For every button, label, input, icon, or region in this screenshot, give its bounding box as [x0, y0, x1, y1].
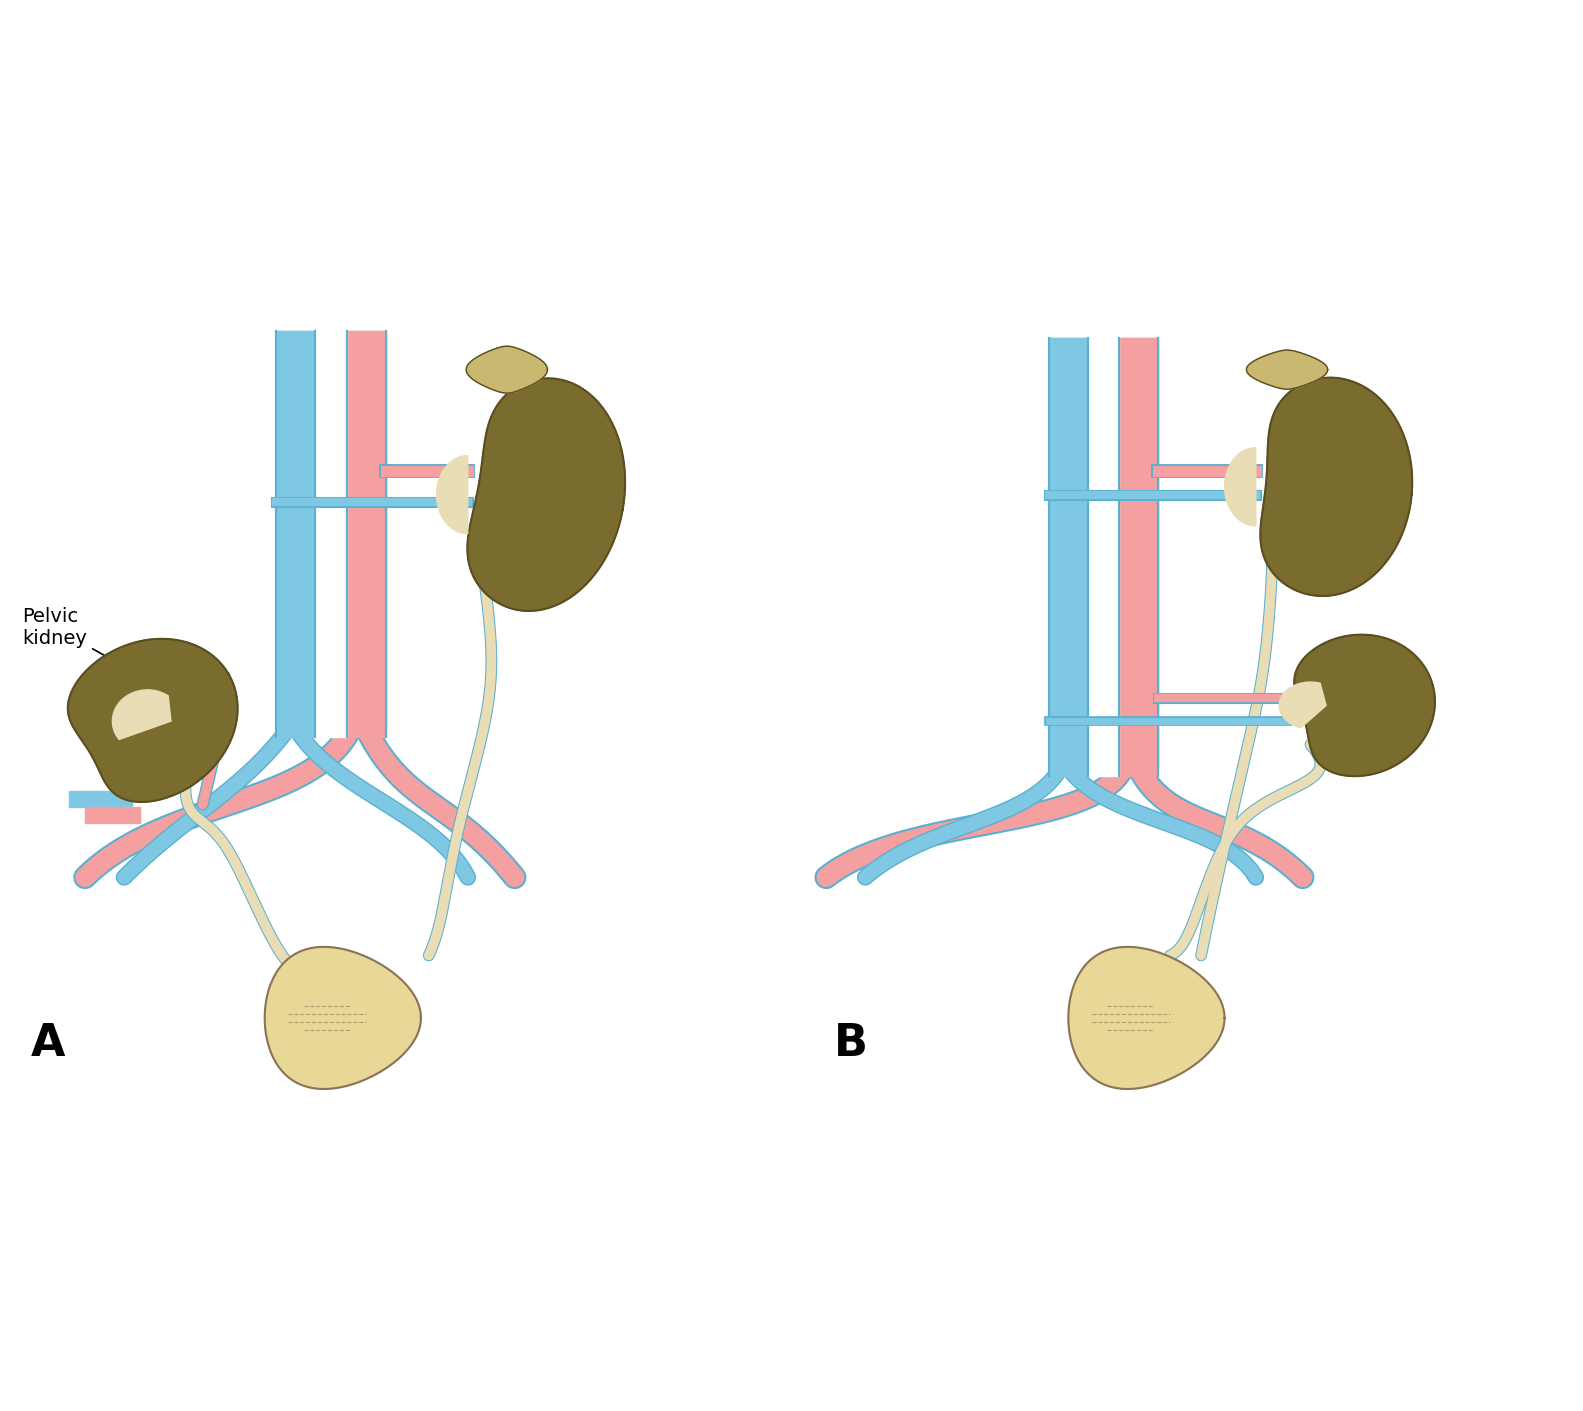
Polygon shape — [1279, 682, 1327, 728]
Polygon shape — [437, 456, 469, 533]
Polygon shape — [68, 639, 237, 801]
Text: A: A — [30, 1022, 65, 1065]
Polygon shape — [467, 346, 548, 394]
Polygon shape — [1246, 350, 1328, 389]
Polygon shape — [1225, 447, 1255, 526]
Polygon shape — [1260, 378, 1412, 595]
Polygon shape — [264, 947, 421, 1089]
Text: Pelvic
kidney: Pelvic kidney — [22, 607, 176, 696]
Text: B: B — [834, 1022, 867, 1065]
Polygon shape — [1295, 635, 1434, 776]
Polygon shape — [467, 378, 625, 611]
Polygon shape — [112, 690, 171, 739]
Polygon shape — [1069, 947, 1225, 1089]
